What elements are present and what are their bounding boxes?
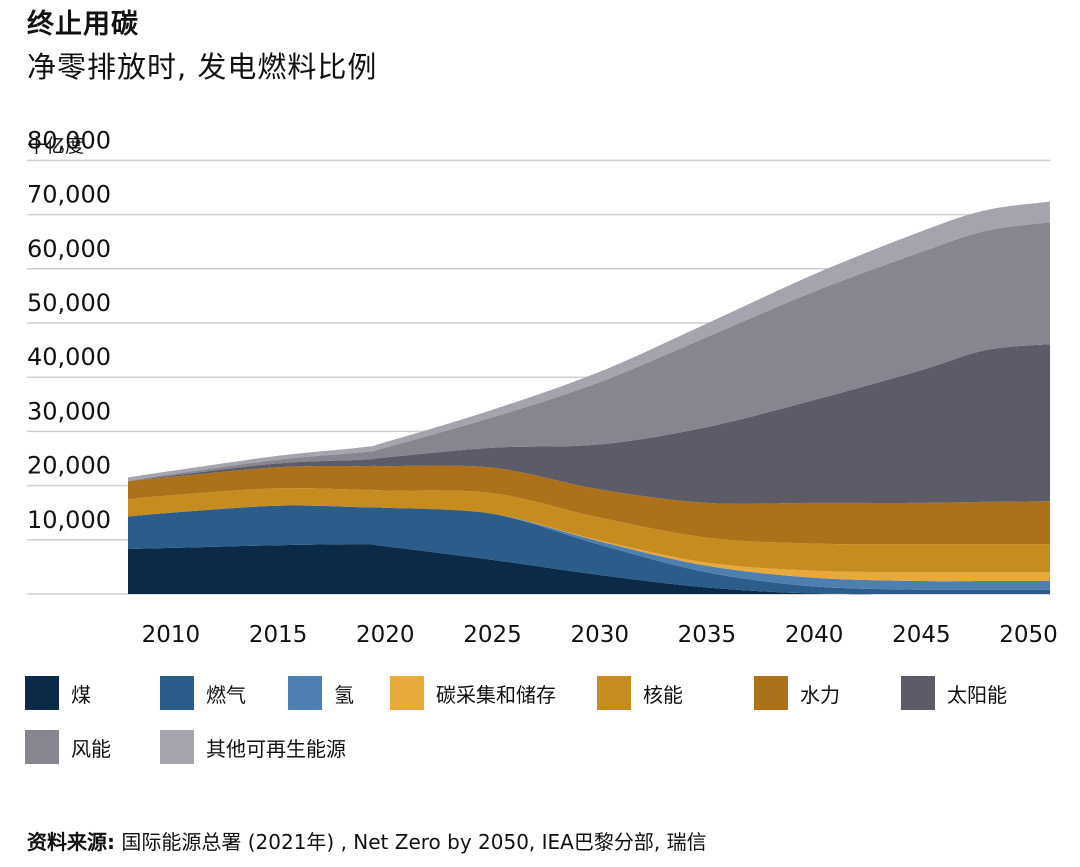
legend-label: 太阳能	[947, 682, 1007, 707]
legend-item: 水力	[754, 676, 840, 710]
legend-swatch	[160, 676, 194, 710]
area-series-group	[128, 201, 1050, 595]
legend-swatch	[25, 676, 59, 710]
legend-item: 核能	[597, 676, 683, 710]
y-tick-label: 40,000	[27, 343, 111, 371]
legend-label: 碳采集和储存	[436, 682, 556, 707]
y-tick-label: 60,000	[27, 235, 111, 263]
x-tick-label: 2040	[785, 622, 844, 648]
legend-swatch	[160, 730, 194, 764]
legend-swatch	[901, 676, 935, 710]
source-note: 资料来源: 国际能源总署 (2021年) , Net Zero by 2050,…	[27, 826, 707, 855]
area-series-1	[128, 544, 1050, 595]
legend-swatch	[390, 676, 424, 710]
legend-label: 其他可再生能源	[206, 736, 346, 761]
legend-swatch	[288, 676, 322, 710]
x-tick-label: 2010	[142, 622, 201, 648]
x-tick-label: 2045	[892, 622, 951, 648]
x-tick-label: 2025	[463, 622, 522, 648]
area-series-7	[128, 344, 1050, 504]
area-series-2	[128, 505, 1050, 595]
legend-label: 氢	[334, 682, 354, 707]
legend-item: 煤	[25, 676, 91, 710]
area-series-3	[128, 505, 1050, 590]
y-tick-label: 10,000	[27, 506, 111, 534]
area-series-6	[128, 465, 1050, 545]
chart-title: 终止用碳	[27, 9, 139, 40]
source-text: 国际能源总署 (2021年) , Net Zero by 2050, IEA巴黎…	[115, 830, 707, 854]
stacked-area-chart: 10,000 20,000 30,000 40,000 50,000 60,000 70,0…	[27, 126, 1058, 648]
legend-item: 氢	[288, 676, 354, 710]
x-tick-label: 2015	[249, 622, 308, 648]
legend-label: 燃气	[206, 682, 246, 707]
y-tick-label: 30,000	[27, 397, 111, 425]
area-series-4	[128, 505, 1050, 582]
x-tick-label: 2020	[356, 622, 415, 648]
area-series-5	[128, 488, 1050, 573]
area-series-8	[128, 222, 1050, 482]
legend-swatch	[597, 676, 631, 710]
legend-label: 煤	[71, 682, 91, 707]
legend-item: 其他可再生能源	[160, 730, 346, 764]
y-tick-label: 20,000	[27, 452, 111, 480]
legend-label: 水力	[800, 682, 840, 707]
x-tick-label: 2035	[678, 622, 737, 648]
y-tick-label: 50,000	[27, 289, 111, 317]
legend-item: 燃气	[160, 676, 246, 710]
source-label: 资料来源:	[27, 830, 115, 854]
legend-label: 风能	[71, 736, 111, 761]
y-tick-label: 80,000	[27, 126, 111, 154]
legend-item: 碳采集和储存	[390, 676, 556, 710]
legend-item: 风能	[25, 730, 111, 764]
axis-labels: 10,000 20,000 30,000 40,000 50,000 60,000 70,0…	[27, 126, 1058, 648]
legend-swatch	[25, 730, 59, 764]
y-axis-unit-label: 十亿度	[27, 135, 85, 157]
chart-subtitle: 净零排放时, 发电燃料比例	[27, 50, 378, 84]
legend-item: 太阳能	[901, 676, 1007, 710]
y-tick-label: 70,000	[27, 181, 111, 209]
x-tick-label: 2050	[999, 622, 1058, 648]
legend-label: 核能	[643, 682, 683, 707]
legend-swatch	[754, 676, 788, 710]
x-tick-label: 2030	[570, 622, 629, 648]
area-series-9	[128, 201, 1050, 481]
